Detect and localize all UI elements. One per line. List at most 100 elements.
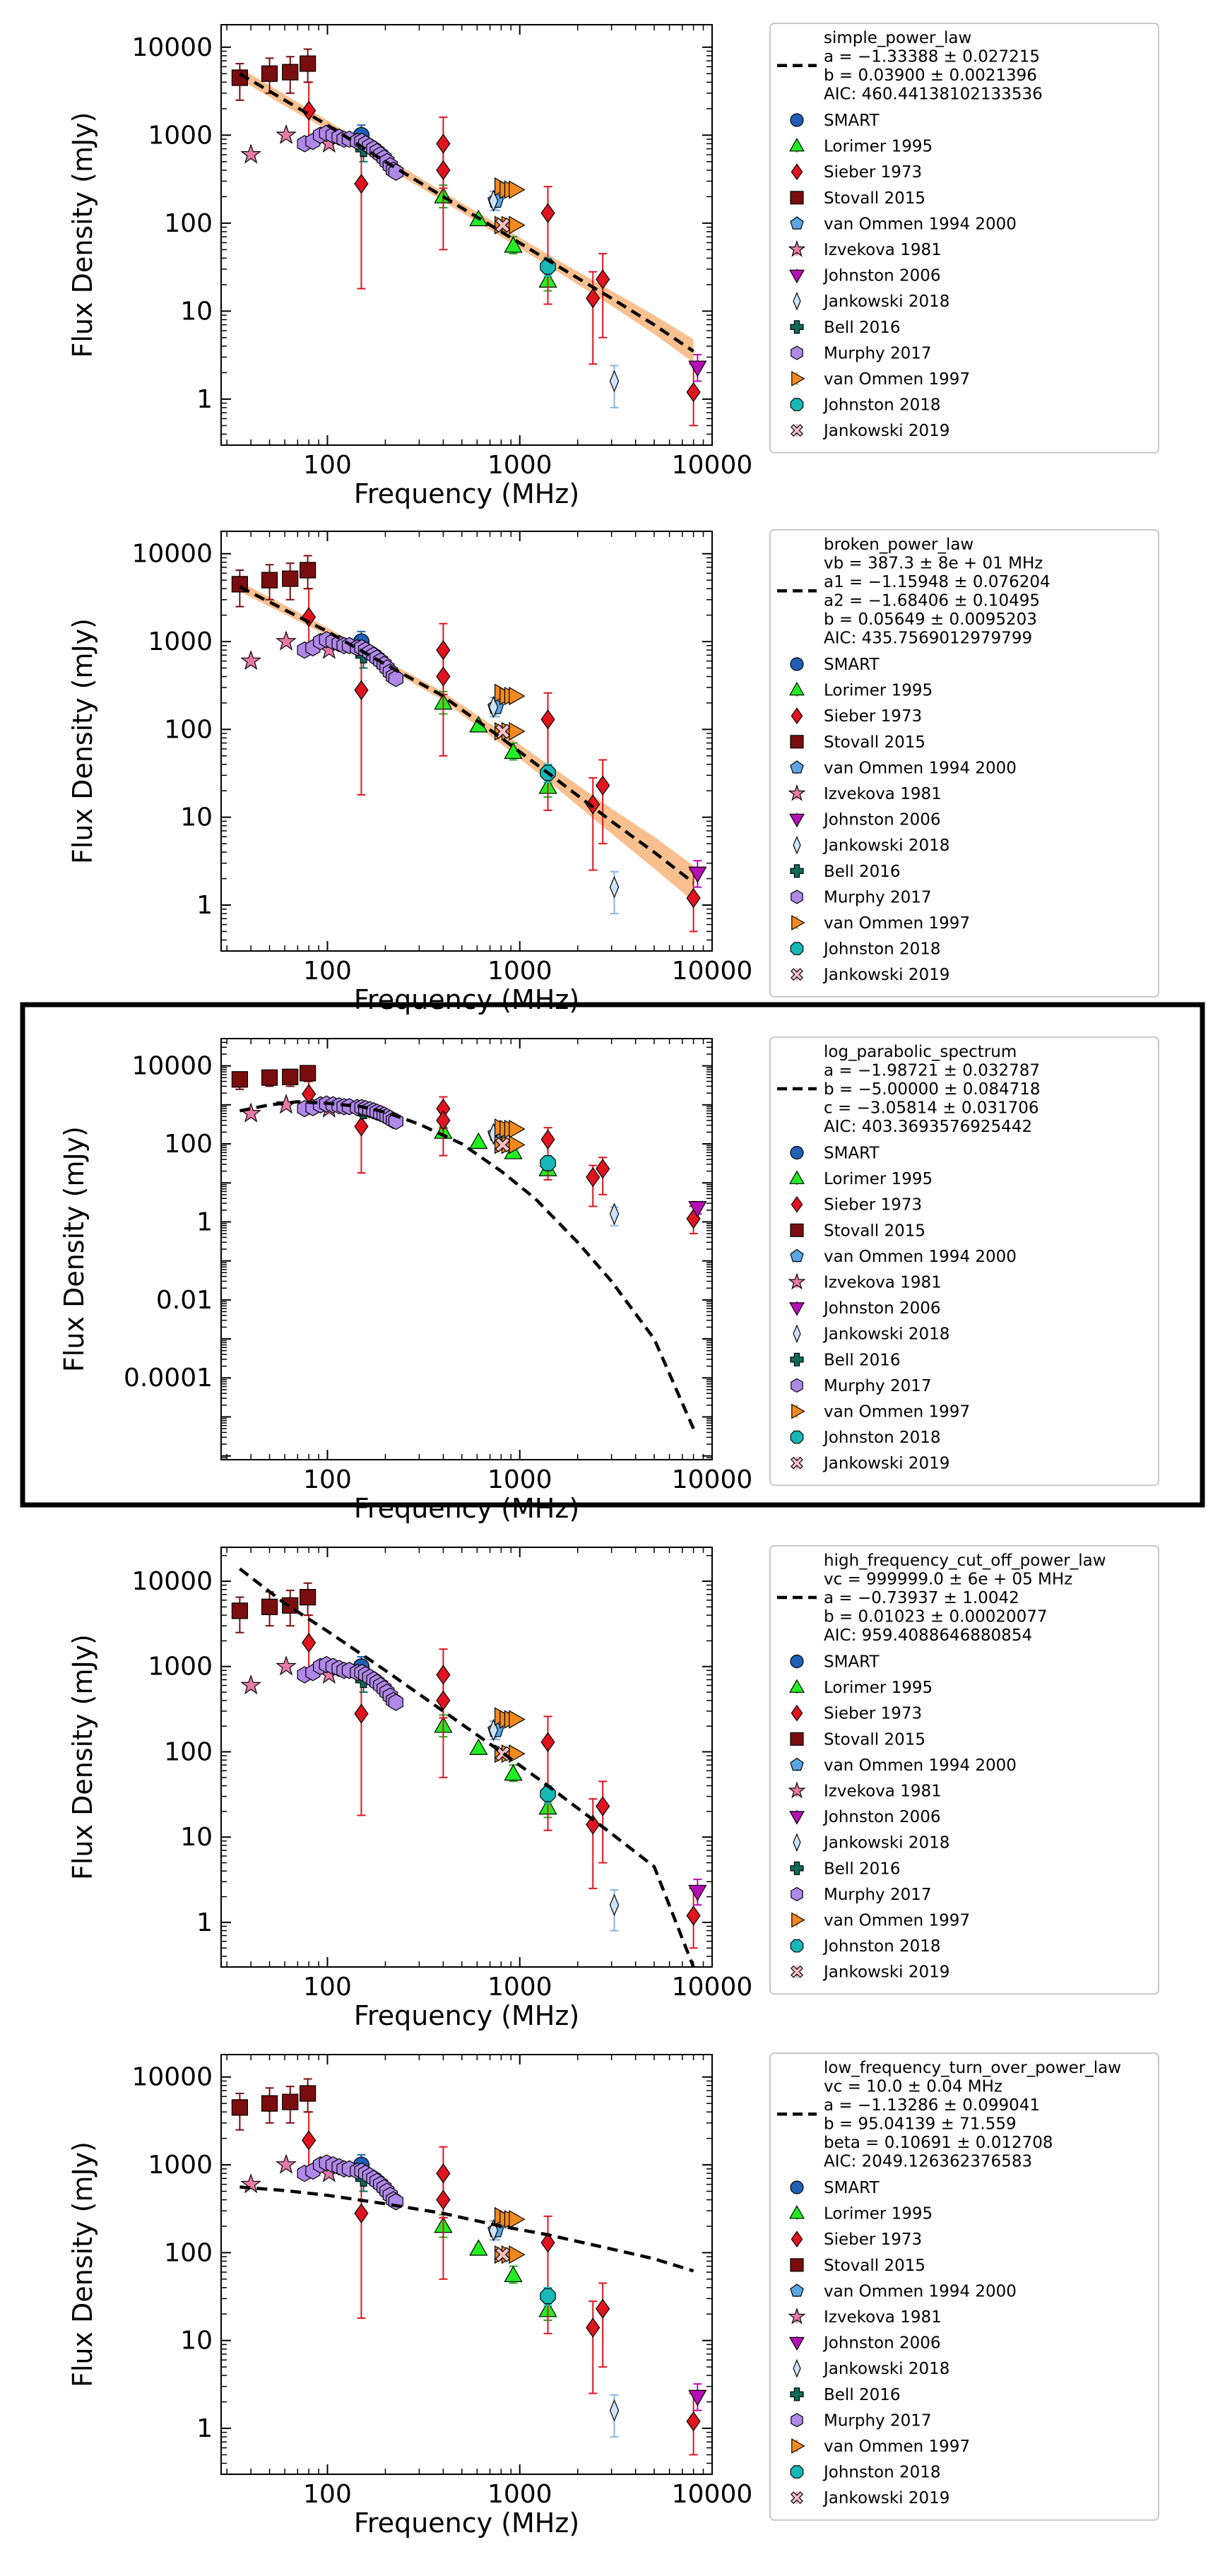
x-tick-label: 10000	[672, 957, 753, 986]
legend-entry-label: Murphy 2017	[824, 1377, 932, 1395]
data-point	[509, 1119, 526, 1139]
legend-entry-label: van Ommen 1997	[824, 2438, 970, 2456]
data-point	[276, 124, 297, 144]
data-point	[609, 1893, 620, 1917]
y-tick-label: 100	[164, 1737, 213, 1766]
data-point	[240, 143, 261, 164]
x-axis-label: Frequency (MHz)	[354, 2000, 579, 2031]
legend-marker	[790, 1248, 804, 1263]
legend-marker	[790, 2180, 804, 2194]
legend-marker	[793, 291, 801, 311]
x-axis-label: Frequency (MHz)	[354, 984, 579, 1015]
model-param: a = −1.33388 ± 0.027215	[824, 48, 1040, 66]
legend-marker	[790, 216, 804, 230]
legend-marker	[793, 1833, 801, 1852]
data-point	[540, 203, 555, 223]
legend-entry-label: Jankowski 2019	[822, 2489, 949, 2507]
axes-frame	[220, 531, 713, 952]
legend-marker	[789, 269, 805, 284]
legend-entry-label: Sieber 1973	[824, 707, 922, 726]
y-tick-label: 100	[164, 715, 213, 744]
legend-marker	[790, 1732, 804, 1746]
model-param: a = −0.73937 ± 1.0042	[824, 1589, 1019, 1607]
data-point	[240, 1674, 261, 1695]
fit-curve	[239, 1567, 695, 1967]
series-johnston-2006	[688, 353, 707, 382]
model-name: high_frequency_cut_off_power_law	[824, 1552, 1106, 1570]
legend-entry-label: Stovall 2015	[824, 189, 925, 208]
legend-marker	[788, 784, 806, 801]
legend-entry-label: Lorimer 1995	[824, 138, 933, 156]
legend-entry-label: van Ommen 1997	[824, 370, 970, 389]
y-tick-label: 10	[180, 803, 213, 832]
data-point	[276, 1655, 297, 1676]
legend-entry-label: van Ommen 1994 2000	[824, 1248, 1017, 1266]
data-point	[540, 2288, 556, 2305]
data-point	[388, 670, 403, 687]
data-point	[276, 2153, 297, 2174]
data-point	[282, 2093, 299, 2110]
legend-marker	[790, 1223, 804, 1237]
legend-entry-label: Sieber 1973	[824, 163, 922, 182]
fit-curve	[239, 72, 694, 353]
model-param: a1 = −1.15948 ± 0.076204	[824, 573, 1051, 591]
data-point	[302, 607, 316, 627]
legend-marker	[790, 1757, 804, 1771]
plot-area	[231, 2078, 707, 2456]
legend-entry-label: Johnston 2018	[822, 2464, 941, 2482]
data-point	[261, 1598, 278, 1615]
legend-marker	[791, 424, 803, 437]
data-point	[261, 1069, 278, 1086]
y-tick-label: 10000	[131, 1567, 213, 1596]
data-point	[231, 69, 248, 86]
panel-log_parabolic_spectrum: 100 1000 10000 0.0001 0.01 1 100 10000 Frequency…	[59, 1036, 1159, 1524]
legend-marker	[791, 1886, 803, 1901]
y-axis-label: Flux Density (mJy)	[67, 1634, 98, 1880]
legend-entry-label: van Ommen 1994 2000	[824, 759, 1017, 777]
data-point	[495, 217, 511, 233]
data-point	[469, 2239, 488, 2256]
legend-entry-label: Jankowski 2019	[822, 422, 949, 440]
legend-entry-label: Bell 2016	[824, 863, 901, 881]
legend-entry-label: Jankowski 2018	[822, 837, 949, 855]
legend-marker	[791, 2438, 805, 2454]
data-point	[509, 722, 526, 741]
y-tick-label: 0.0001	[124, 1364, 213, 1393]
legend-entry-label: Sieber 1973	[824, 1196, 922, 1215]
data-point	[354, 173, 369, 194]
legend-entry-label: Jankowski 2018	[822, 2360, 949, 2378]
data-point	[596, 775, 610, 796]
y-tick-label: 0.01	[156, 1286, 213, 1315]
x-tick-label: 10000	[672, 451, 753, 480]
data-point	[609, 2399, 620, 2422]
y-tick-label: 1	[196, 1908, 213, 1937]
y-tick-label: 10000	[131, 2063, 213, 2092]
legend-marker	[791, 1195, 803, 1213]
legend-marker	[790, 735, 804, 749]
data-point	[586, 1166, 600, 1188]
legend-marker	[790, 1352, 804, 1366]
panel-high_frequency_cut_off_power_law: 100 1000 10000 1 10 100 1000 10000 Frequency (MH…	[67, 1545, 1159, 2031]
x-tick-label: 100	[303, 451, 352, 480]
model-param: a = −1.98721 ± 0.032787	[824, 1062, 1040, 1080]
data-point	[282, 64, 299, 81]
x-tick-label: 1000	[487, 1465, 552, 1494]
data-point	[282, 1068, 299, 1085]
legend-marker	[789, 682, 805, 696]
data-point	[231, 2099, 248, 2116]
data-point	[436, 1110, 451, 1130]
data-point	[300, 1065, 316, 1082]
series-johnston-2018	[540, 2286, 556, 2307]
series-sieber-1973	[302, 588, 701, 933]
x-tick-label: 10000	[672, 1465, 753, 1494]
series-murphy-2017	[297, 1095, 403, 1130]
legend-entry-label: Bell 2016	[824, 2386, 901, 2404]
legend-entry-label: van Ommen 1997	[824, 914, 970, 933]
series-izvekova-1981	[240, 630, 340, 670]
data-point	[495, 2247, 511, 2262]
legend-entry-label: SMART	[824, 112, 880, 130]
series-johnston-2006	[688, 1201, 707, 1218]
